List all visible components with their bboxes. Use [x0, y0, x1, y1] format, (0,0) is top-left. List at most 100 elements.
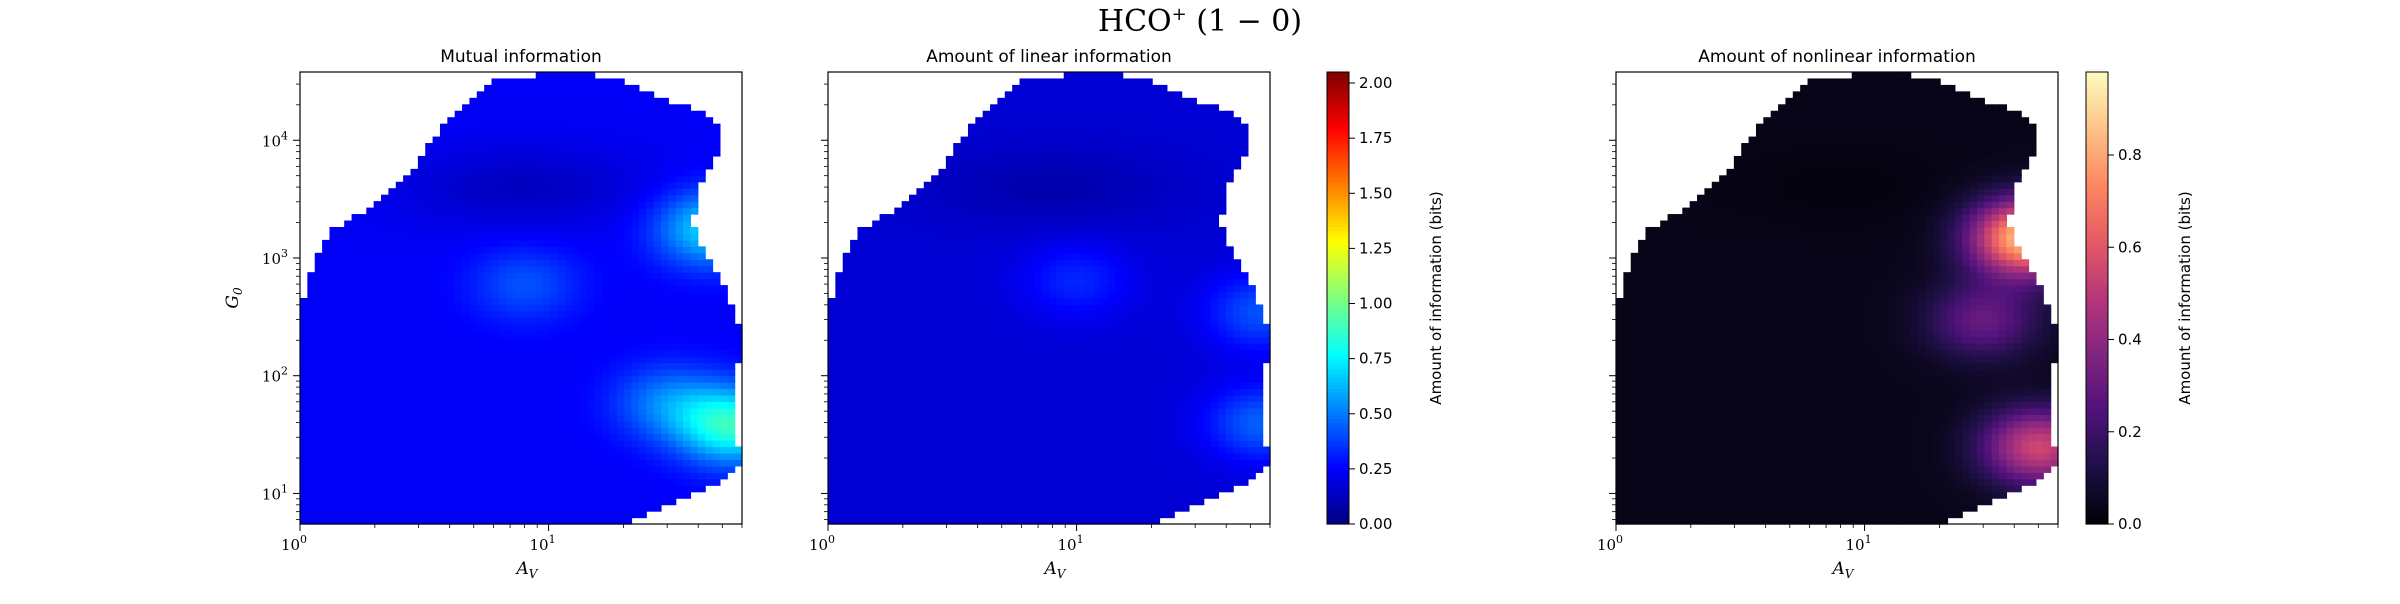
- heatmap-cell: [609, 343, 617, 350]
- heatmap-cell: [639, 214, 647, 221]
- heatmap-cell: [639, 221, 647, 228]
- heatmap-cell: [403, 246, 411, 253]
- heatmap-cell: [843, 369, 851, 376]
- heatmap-cell: [997, 505, 1005, 512]
- heatmap-cell: [477, 427, 485, 434]
- heatmap-cell: [953, 246, 961, 253]
- heatmap-cell: [381, 466, 389, 473]
- heatmap-cell: [857, 240, 865, 247]
- heatmap-cell: [462, 485, 470, 492]
- heatmap-cell: [1005, 414, 1013, 421]
- heatmap-cell: [492, 388, 500, 395]
- heatmap-cell: [514, 272, 522, 279]
- heatmap-cell: [698, 149, 706, 156]
- heatmap-cell: [690, 304, 698, 311]
- heatmap-cell: [396, 505, 404, 512]
- heatmap-cell: [411, 388, 419, 395]
- heatmap-cell: [484, 149, 492, 156]
- heatmap-cell: [690, 182, 698, 189]
- heatmap-cell: [624, 104, 632, 111]
- heatmap-cell: [968, 182, 976, 189]
- heatmap-cell: [565, 369, 573, 376]
- heatmap-cell: [587, 511, 595, 518]
- heatmap-cell: [433, 279, 441, 286]
- heatmap-cell: [492, 401, 500, 408]
- heatmap-cell: [968, 195, 976, 202]
- heatmap-cell: [843, 395, 851, 402]
- heatmap-cell: [632, 117, 640, 124]
- heatmap-cell: [894, 214, 902, 221]
- heatmap-cell: [698, 427, 706, 434]
- heatmap-cell: [329, 350, 337, 357]
- heatmap-cell: [683, 201, 691, 208]
- heatmap-cell: [639, 356, 647, 363]
- heatmap-cell: [887, 382, 895, 389]
- heatmap-cell: [425, 382, 433, 389]
- heatmap-cell: [307, 350, 315, 357]
- heatmap-cell: [477, 279, 485, 286]
- heatmap-cell: [477, 91, 485, 98]
- heatmap-cell: [924, 434, 932, 441]
- heatmap-cell: [690, 188, 698, 195]
- heatmap-cell: [1012, 149, 1020, 156]
- heatmap-cell: [322, 350, 330, 357]
- heatmap-cell: [990, 175, 998, 182]
- heatmap-cell: [433, 214, 441, 221]
- heatmap-cell: [968, 337, 976, 344]
- heatmap-cell: [337, 453, 345, 460]
- heatmap-cell: [411, 221, 419, 228]
- heatmap-cell: [1012, 85, 1020, 92]
- y-tick-label: 101: [262, 482, 288, 503]
- heatmap-cell: [931, 233, 939, 240]
- heatmap-cell: [469, 401, 477, 408]
- heatmap-cell: [447, 292, 455, 299]
- heatmap-cell: [374, 266, 382, 273]
- heatmap-cell: [433, 440, 441, 447]
- heatmap-cell: [872, 337, 880, 344]
- heatmap-cell: [983, 227, 991, 234]
- heatmap-cell: [565, 285, 573, 292]
- heatmap-cell: [1005, 363, 1013, 370]
- heatmap-cell: [366, 401, 374, 408]
- heatmap-cell: [315, 427, 323, 434]
- heatmap-cell: [997, 111, 1005, 118]
- heatmap-cell: [997, 124, 1005, 131]
- heatmap-cell: [528, 492, 536, 499]
- heatmap-cell: [484, 388, 492, 395]
- heatmap-cell: [440, 137, 448, 144]
- heatmap-cell: [683, 382, 691, 389]
- heatmap-cell: [388, 240, 396, 247]
- heatmap-cell: [880, 414, 888, 421]
- heatmap-cell: [1012, 388, 1020, 395]
- heatmap-cell: [455, 479, 463, 486]
- heatmap-cell: [865, 337, 873, 344]
- heatmap-cell: [403, 221, 411, 228]
- heatmap-cell: [690, 466, 698, 473]
- heatmap-cell: [990, 369, 998, 376]
- heatmap-cell: [668, 401, 676, 408]
- heatmap-cell: [447, 414, 455, 421]
- heatmap-cell: [580, 427, 588, 434]
- heatmap-cell: [690, 285, 698, 292]
- heatmap-cell: [661, 356, 669, 363]
- heatmap-cell: [990, 356, 998, 363]
- heatmap-cell: [857, 233, 865, 240]
- heatmap-cell: [521, 137, 529, 144]
- heatmap-cell: [492, 272, 500, 279]
- heatmap-cell: [344, 311, 352, 318]
- heatmap-cell: [690, 421, 698, 428]
- heatmap-cell: [968, 130, 976, 137]
- heatmap-cell: [462, 214, 470, 221]
- heatmap-cell: [624, 188, 632, 195]
- heatmap-cell: [909, 453, 917, 460]
- heatmap-cell: [924, 408, 932, 415]
- heatmap-cell: [902, 505, 910, 512]
- heatmap-cell: [300, 434, 308, 441]
- heatmap-cell: [307, 369, 315, 376]
- heatmap-cell: [676, 453, 684, 460]
- heatmap-cell: [388, 472, 396, 479]
- heatmap-cell: [506, 485, 514, 492]
- heatmap-cell: [300, 356, 308, 363]
- heatmap-cell: [447, 266, 455, 273]
- heatmap-cell: [580, 98, 588, 105]
